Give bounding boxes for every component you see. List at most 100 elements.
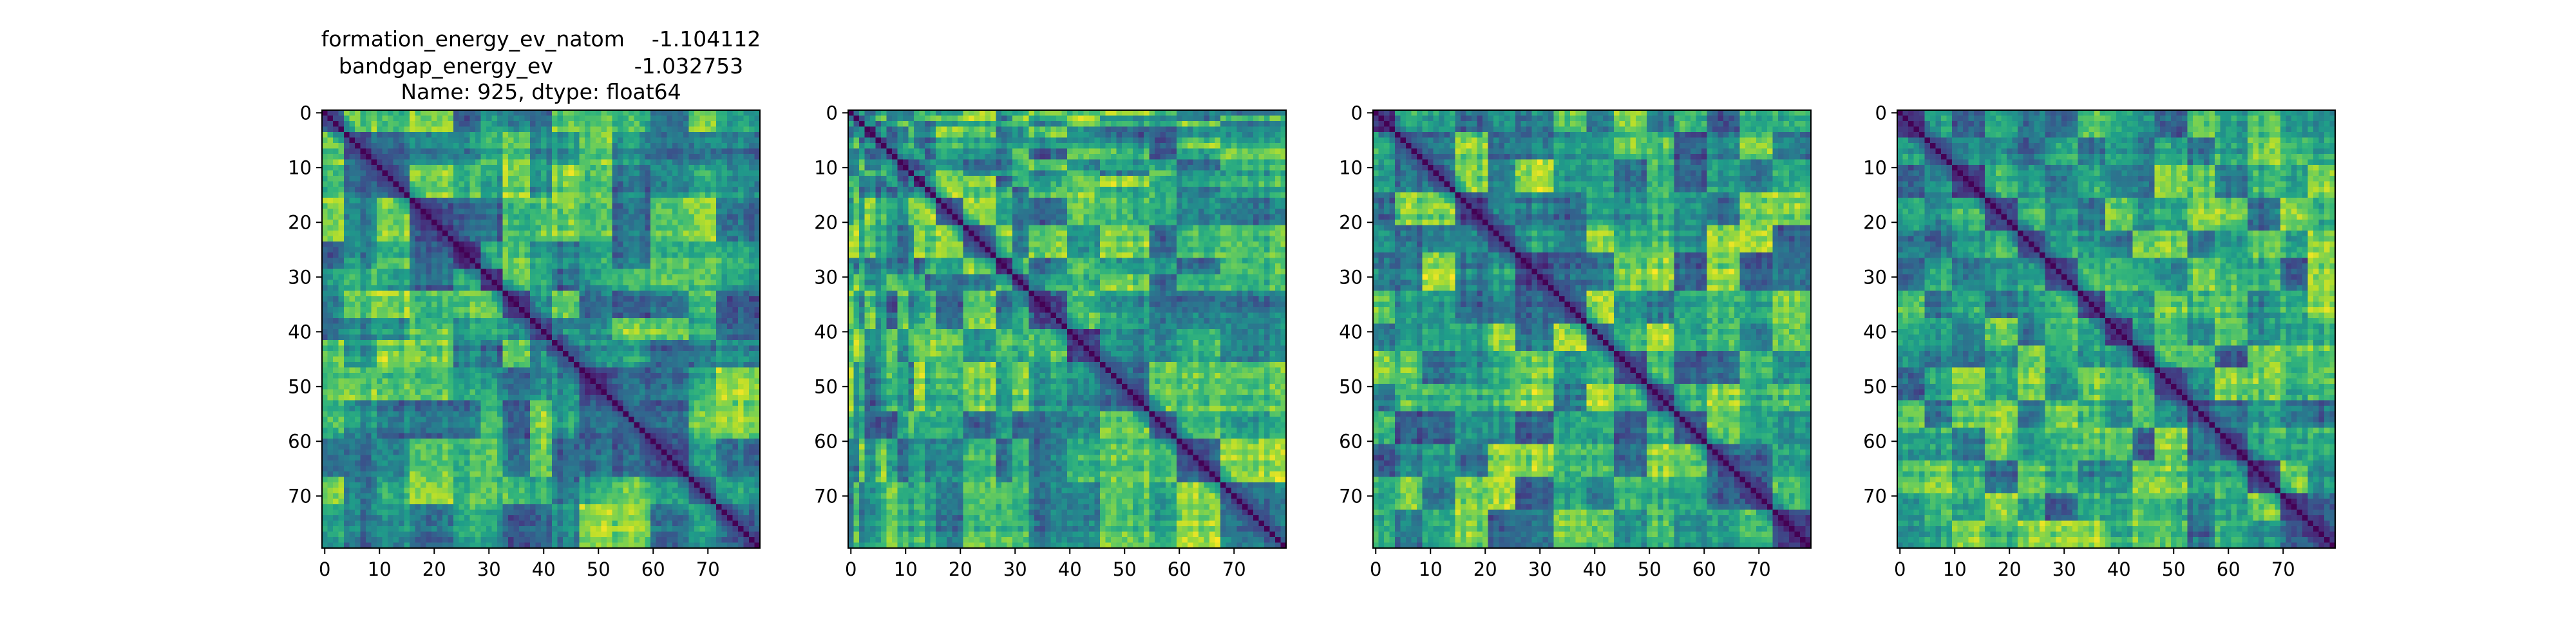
heatmap-cell xyxy=(382,417,388,422)
heatmap-cell xyxy=(546,159,553,166)
heatmap-cell xyxy=(612,252,618,258)
heatmap-cell xyxy=(421,362,426,368)
heatmap-cell xyxy=(502,187,509,193)
heatmap-cell xyxy=(431,159,437,166)
heatmap-cell xyxy=(688,439,695,444)
heatmap-cell xyxy=(530,422,536,428)
heatmap-cell xyxy=(431,231,437,236)
heatmap-cell xyxy=(453,439,459,444)
heatmap-cell xyxy=(749,192,755,198)
heatmap-cell xyxy=(393,110,399,116)
heatmap-cell xyxy=(743,203,750,209)
heatmap-cell xyxy=(404,187,410,193)
heatmap-cell xyxy=(360,121,366,127)
heatmap-cell xyxy=(415,362,421,368)
heatmap-cell xyxy=(459,378,465,384)
heatmap-cell xyxy=(421,126,426,133)
heatmap-cell xyxy=(557,203,564,209)
heatmap-cell xyxy=(590,192,596,198)
heatmap-cell xyxy=(371,296,377,302)
heatmap-cell xyxy=(743,378,750,384)
heatmap-cell xyxy=(710,115,717,122)
heatmap-cell xyxy=(338,203,345,209)
heatmap-cell xyxy=(672,351,678,357)
heatmap-cell xyxy=(448,269,454,275)
heatmap-cell xyxy=(344,269,350,275)
heatmap-cell xyxy=(743,121,750,127)
heatmap-cell xyxy=(683,159,689,166)
heatmap-cell xyxy=(541,187,547,193)
heatmap-cell xyxy=(716,345,722,352)
heatmap-cell xyxy=(377,187,383,193)
heatmap-cell xyxy=(322,258,328,264)
heatmap-cell xyxy=(688,110,695,116)
heatmap-cell xyxy=(552,159,558,166)
heatmap-cell xyxy=(508,367,514,374)
heatmap-cell xyxy=(459,389,465,395)
heatmap-cell xyxy=(568,285,574,291)
heatmap-cell xyxy=(612,263,618,269)
heatmap-cell xyxy=(333,307,339,313)
heatmap-cell xyxy=(639,176,645,182)
heatmap-cell xyxy=(541,192,547,198)
heatmap-cell xyxy=(699,242,706,247)
heatmap-cell xyxy=(688,345,695,352)
heatmap-cell xyxy=(382,110,388,116)
heatmap-cell xyxy=(732,214,739,220)
heatmap-cell xyxy=(568,154,574,160)
heatmap-cell xyxy=(667,411,673,417)
heatmap-cell xyxy=(535,110,542,116)
heatmap-cell xyxy=(694,220,700,225)
heatmap-cell xyxy=(338,433,345,439)
heatmap-cell xyxy=(355,417,361,422)
heatmap-cell xyxy=(563,367,569,374)
heatmap-cell xyxy=(371,329,377,335)
heatmap-cell xyxy=(639,220,645,225)
heatmap-cell xyxy=(486,312,492,319)
heatmap-cell xyxy=(442,263,448,269)
heatmap-cell xyxy=(629,132,634,138)
heatmap-cell xyxy=(530,192,536,198)
heatmap-cell xyxy=(464,439,470,444)
heatmap-cell xyxy=(388,345,393,352)
heatmap-cell xyxy=(415,187,421,193)
heatmap-cell xyxy=(596,395,601,401)
heatmap-cell xyxy=(557,115,564,122)
heatmap-cell xyxy=(557,384,564,390)
heatmap-cell xyxy=(497,290,503,297)
heatmap-cell xyxy=(426,225,432,231)
heatmap-cell xyxy=(629,444,634,450)
heatmap-cell xyxy=(513,411,520,417)
heatmap-cell xyxy=(459,148,465,155)
heatmap-cell xyxy=(519,159,525,166)
heatmap-cell xyxy=(426,247,432,253)
heatmap-cell xyxy=(344,181,350,187)
heatmap-cell xyxy=(721,170,728,176)
heatmap-cell xyxy=(694,439,700,444)
heatmap-cell xyxy=(694,290,700,297)
heatmap-cell xyxy=(732,132,739,138)
heatmap-cell xyxy=(355,323,361,330)
heatmap-cell xyxy=(524,126,531,133)
heatmap-cell xyxy=(437,384,443,390)
heatmap-cell xyxy=(596,433,601,439)
heatmap-cell xyxy=(327,312,334,319)
heatmap-cell xyxy=(486,252,492,258)
heatmap-cell xyxy=(629,323,634,330)
heatmap-cell xyxy=(431,236,437,242)
heatmap-cell xyxy=(355,378,361,384)
heatmap-cell xyxy=(464,389,470,395)
heatmap-cell xyxy=(388,220,393,225)
heatmap-cell xyxy=(431,148,437,155)
heatmap-cell xyxy=(738,345,744,352)
heatmap-cell xyxy=(629,143,634,149)
heatmap-cell xyxy=(618,307,623,313)
heatmap-cell xyxy=(694,154,700,160)
heatmap-cell xyxy=(639,444,645,450)
heatmap-cell xyxy=(519,187,525,193)
heatmap-cell xyxy=(743,296,750,302)
heatmap-cell xyxy=(530,417,536,422)
heatmap-cell xyxy=(524,143,531,149)
heatmap-cell xyxy=(694,356,700,363)
heatmap-cell xyxy=(377,247,383,253)
